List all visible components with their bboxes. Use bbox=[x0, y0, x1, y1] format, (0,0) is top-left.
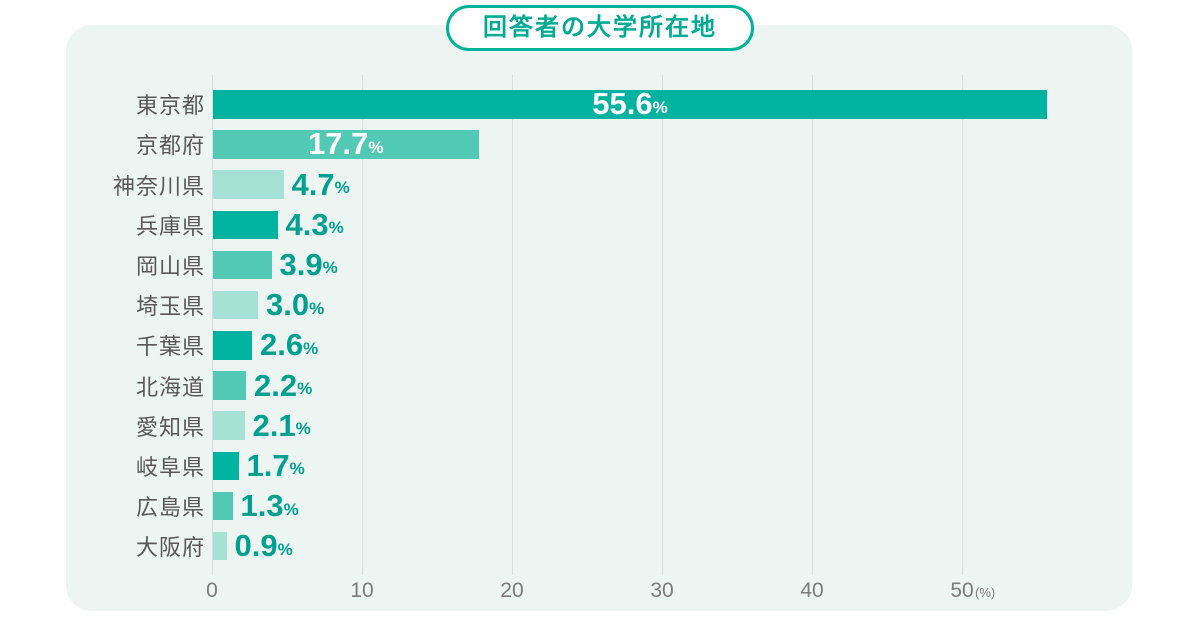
value-suffix: % bbox=[334, 178, 350, 198]
value-number: 2.2 bbox=[254, 367, 298, 403]
category-label: 広島県 bbox=[135, 495, 205, 521]
value-suffix: % bbox=[303, 338, 319, 358]
value-number: 1.3 bbox=[240, 488, 284, 524]
category-label: 岡山県 bbox=[135, 253, 205, 279]
category-label: 埼玉県 bbox=[135, 294, 205, 320]
value-suffix: % bbox=[277, 539, 293, 559]
chart-title-badge: 回答者の大学所在地 bbox=[446, 5, 754, 51]
x-tick-label: 20 bbox=[500, 579, 524, 602]
value-label: 2.2% bbox=[254, 368, 312, 403]
value-number: 2.1 bbox=[252, 407, 296, 443]
bar bbox=[213, 371, 246, 400]
bar bbox=[213, 491, 233, 521]
x-tick-label: 10 bbox=[350, 579, 374, 602]
grid-line bbox=[512, 75, 513, 575]
value-suffix: % bbox=[295, 419, 311, 439]
bar bbox=[213, 290, 258, 320]
grid-line bbox=[662, 75, 663, 575]
grid-line bbox=[362, 75, 363, 575]
value-number: 2.6 bbox=[260, 327, 304, 363]
category-label: 千葉県 bbox=[135, 334, 205, 360]
grid-line bbox=[812, 75, 813, 575]
x-tick-label: 40 bbox=[800, 579, 824, 602]
category-label: 岐阜県 bbox=[135, 454, 205, 480]
bar bbox=[213, 250, 272, 280]
bar bbox=[213, 130, 479, 159]
value-number: 0.9 bbox=[234, 528, 278, 564]
value-number: 4.7 bbox=[291, 166, 335, 202]
category-label: 兵庫県 bbox=[135, 213, 205, 239]
grid-line bbox=[962, 75, 963, 575]
value-suffix: % bbox=[289, 459, 305, 479]
value-label: 1.7% bbox=[246, 447, 305, 484]
value-number: 17.7 bbox=[308, 126, 369, 162]
category-label: 東京都 bbox=[135, 93, 205, 119]
value-label: 4.3% bbox=[285, 206, 344, 243]
value-label: 3.0% bbox=[266, 287, 325, 323]
value-suffix: % bbox=[368, 137, 384, 157]
category-label: 神奈川県 bbox=[112, 173, 205, 199]
value-label: 0.9% bbox=[234, 528, 293, 564]
value-suffix: % bbox=[328, 218, 344, 238]
category-label: 愛知県 bbox=[135, 414, 205, 440]
bar bbox=[213, 451, 239, 481]
x-tick-label: 0 bbox=[206, 579, 218, 602]
value-label: 2.1% bbox=[253, 408, 311, 443]
value-number: 55.6 bbox=[592, 86, 653, 122]
chart-title: 回答者の大学所在地 bbox=[483, 14, 717, 41]
value-suffix: % bbox=[309, 298, 325, 318]
bar bbox=[213, 331, 252, 360]
value-suffix: % bbox=[297, 379, 313, 398]
category-label: 北海道 bbox=[135, 374, 205, 400]
bar bbox=[213, 210, 278, 240]
category-label: 京都府 bbox=[135, 133, 205, 159]
value-number: 3.9 bbox=[279, 246, 323, 282]
axis-unit-label: (%) bbox=[975, 585, 996, 600]
x-tick-label: 30 bbox=[650, 579, 674, 602]
value-number: 4.3 bbox=[285, 206, 329, 242]
grid-line bbox=[212, 75, 213, 575]
value-label: 4.7% bbox=[292, 167, 350, 202]
value-label: 2.6% bbox=[260, 327, 319, 363]
category-label: 大阪府 bbox=[135, 535, 205, 561]
value-label: 3.9% bbox=[279, 246, 338, 283]
bar bbox=[213, 411, 245, 440]
value-label: 1.3% bbox=[240, 488, 299, 524]
value-number: 3.0 bbox=[266, 287, 310, 323]
x-tick-label: 50 bbox=[950, 579, 974, 602]
value-label: 55.6% bbox=[213, 86, 1047, 122]
bar bbox=[213, 90, 1047, 119]
value-suffix: % bbox=[652, 97, 668, 117]
bar bbox=[213, 170, 284, 199]
value-number: 1.7 bbox=[246, 447, 290, 483]
value-suffix: % bbox=[322, 258, 338, 278]
bar bbox=[213, 531, 227, 561]
value-suffix: % bbox=[283, 499, 299, 519]
value-label: 17.7% bbox=[213, 126, 479, 162]
